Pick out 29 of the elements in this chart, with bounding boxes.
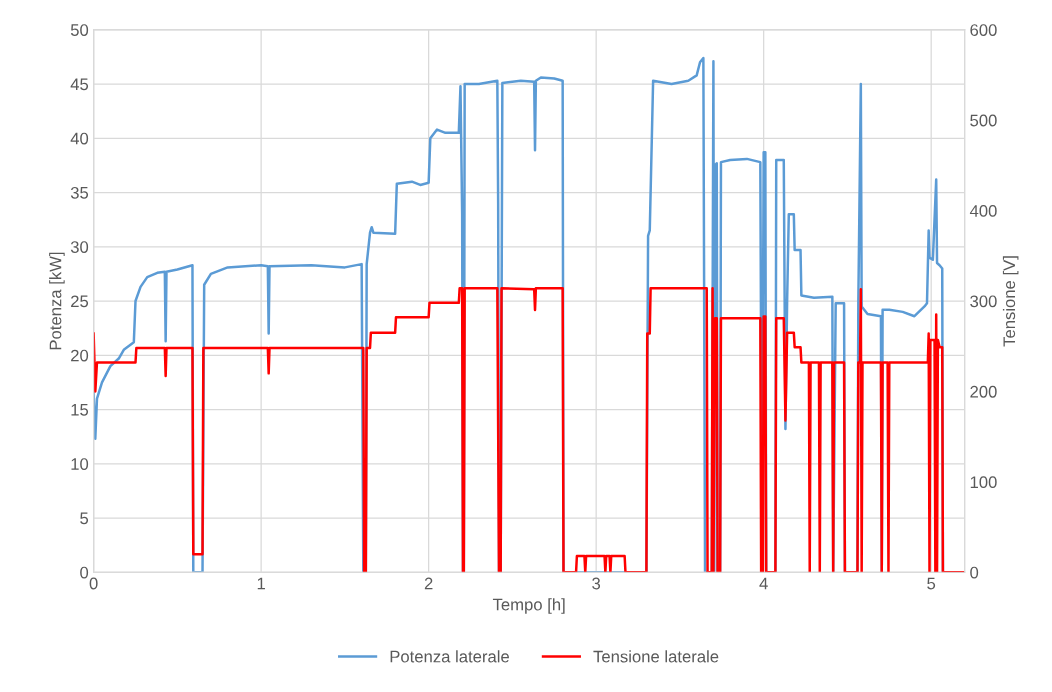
y2-tick-label: 0 <box>970 566 979 579</box>
y-tick-label: 5 <box>80 512 89 525</box>
y2-tick-label: 600 <box>970 24 997 36</box>
y2-axis-title: Tensione [V] <box>1002 256 1019 347</box>
x-tick-label: 4 <box>759 577 768 590</box>
x-tick-label: 0 <box>89 577 98 590</box>
y2-tick-label: 300 <box>970 295 997 308</box>
y2-tick-label: 200 <box>970 385 997 398</box>
y-tick-label: 10 <box>71 458 89 470</box>
y2-tick-label: 500 <box>970 114 997 127</box>
y-tick-label: 20 <box>71 349 89 362</box>
y-tick-label: 15 <box>71 404 89 416</box>
y-tick-label: 35 <box>70 186 89 199</box>
y-tick-label: 0 <box>80 566 89 579</box>
y-tick-label: 40 <box>70 132 89 145</box>
legend-label: Potenza laterale <box>390 650 509 663</box>
y-axis-title: Potenza [kW] <box>49 252 65 350</box>
y-tick-label: 25 <box>71 295 89 308</box>
x-tick-label: 2 <box>424 577 433 590</box>
y-tick-label: 50 <box>70 24 89 36</box>
x-tick-label: 5 <box>927 577 936 590</box>
legend-label: Tensione laterale <box>593 650 719 663</box>
x-tick-label: 3 <box>592 577 601 590</box>
x-axis-title: Tempo [h] <box>492 598 565 614</box>
y-tick-label: 30 <box>70 241 89 253</box>
y2-tick-label: 400 <box>969 205 997 217</box>
y-tick-label: 45 <box>70 78 89 91</box>
y2-tick-label: 100 <box>970 476 997 489</box>
x-tick-label: 1 <box>257 577 265 590</box>
